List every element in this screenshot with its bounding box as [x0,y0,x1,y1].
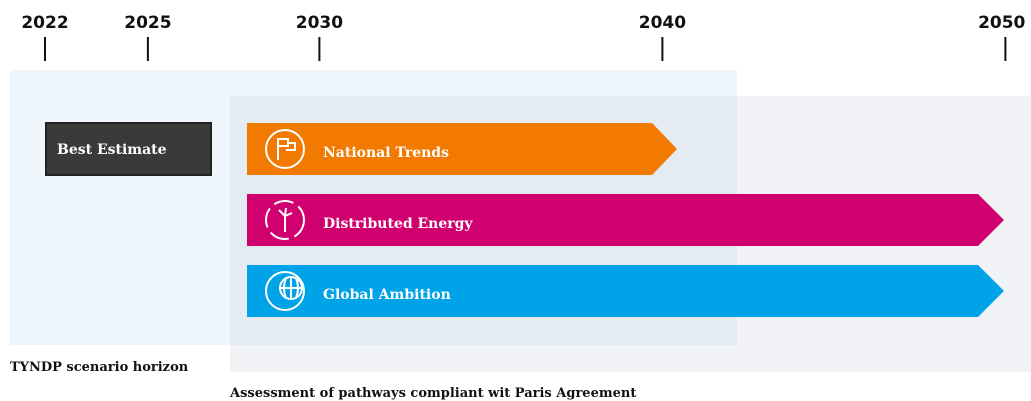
scenario-label: Distributed Energy [323,216,473,232]
scenario-icons [265,129,305,311]
global-ambition-arrow [247,265,1004,317]
icon [265,129,305,169]
best-estimate-label: Best Estimate [57,142,167,158]
scenario-label: National Trends [323,145,449,161]
year-label: 2040 [639,13,686,33]
icon-globe-lines [280,277,302,299]
horizon-caption: TYNDP scenario horizon [10,360,189,375]
icon-flags [277,138,296,160]
paris-caption: Assessment of pathways compliant wit Par… [229,386,636,401]
icon [265,271,305,311]
year-label: 2025 [124,13,171,33]
national-trends-arrow [247,123,677,175]
distributed-energy-arrow [247,194,1004,246]
year-label: 2022 [21,13,68,33]
icon [265,200,305,240]
year-label: 2050 [978,13,1025,33]
scenario-label: Global Ambition [323,287,451,303]
best-estimate-box [45,122,212,176]
icon-turbine [278,207,293,232]
year-label: 2030 [296,13,343,33]
